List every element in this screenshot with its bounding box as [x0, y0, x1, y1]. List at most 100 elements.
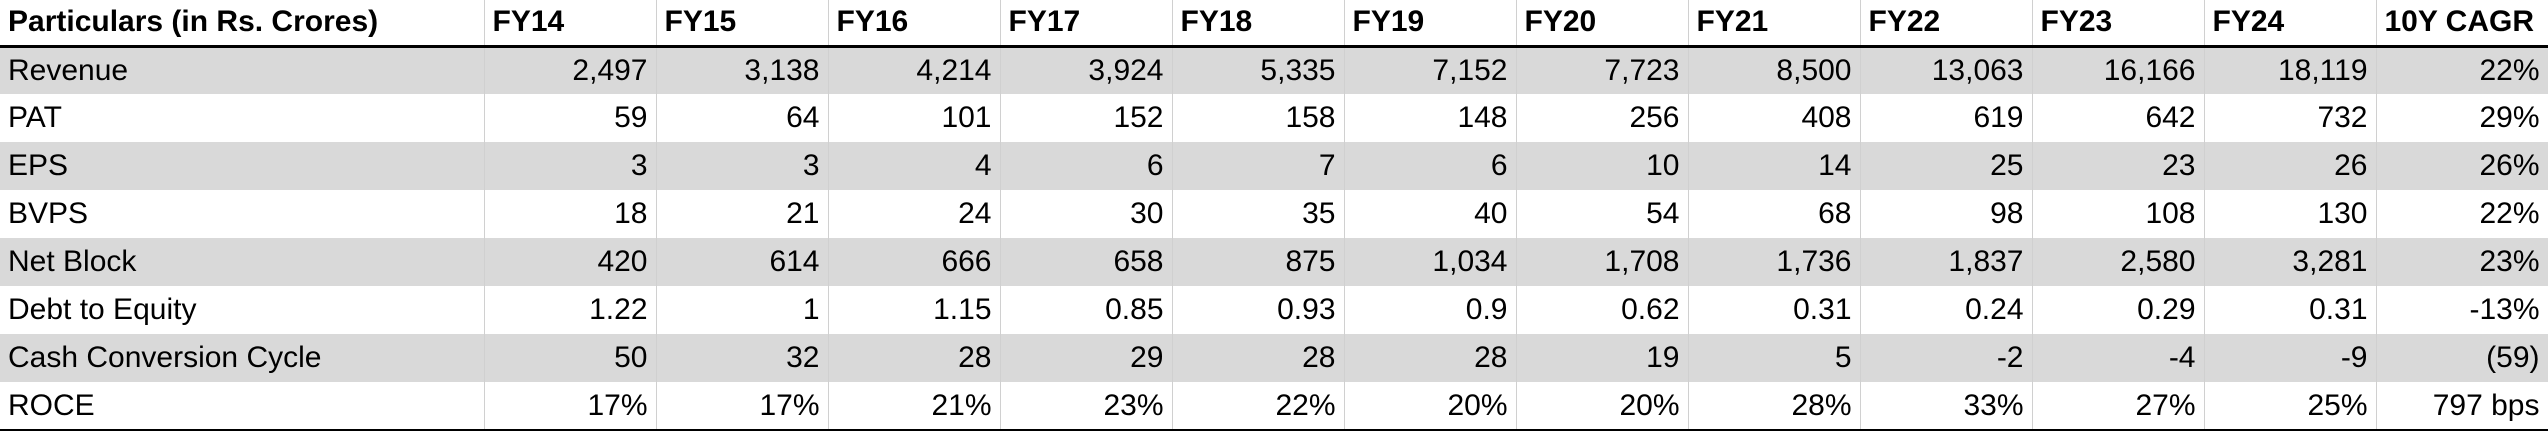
header-cell: FY23 [2032, 0, 2205, 48]
cell: -2 [1860, 334, 2033, 382]
header-row: Particulars (in Rs. Crores) FY14 FY15 FY16 F… [0, 0, 2548, 48]
cell: 4 [828, 142, 1001, 190]
cell: 30 [1000, 190, 1173, 238]
cell: 21% [828, 382, 1001, 431]
cell: 14 [1688, 142, 1861, 190]
cell: 23% [2376, 238, 2548, 286]
cell: 658 [1000, 238, 1173, 286]
cell: 17% [484, 382, 657, 431]
table-row: Revenue 2,497 3,138 4,214 3,924 5,335 7,152 7,7… [0, 46, 2548, 94]
cell: 158 [1172, 94, 1345, 142]
header-cell: FY15 [656, 0, 829, 48]
cell: 20% [1516, 382, 1689, 431]
cell: 797 bps [2376, 382, 2548, 431]
cell: -4 [2032, 334, 2205, 382]
header-cell: FY14 [484, 0, 657, 48]
cell: 32 [656, 334, 829, 382]
cell: 3,924 [1000, 46, 1173, 94]
header-cell: FY24 [2204, 0, 2377, 48]
cell: 5 [1688, 334, 1861, 382]
cell: 98 [1860, 190, 2033, 238]
row-label: BVPS [0, 190, 485, 238]
cell: 10 [1516, 142, 1689, 190]
cell: 54 [1516, 190, 1689, 238]
table-row: EPS 3 3 4 6 7 6 10 14 25 23 26 26% [0, 142, 2548, 190]
cell: 0.62 [1516, 286, 1689, 334]
table-body: Revenue 2,497 3,138 4,214 3,924 5,335 7,152 7,7… [0, 46, 2548, 431]
cell: 3 [484, 142, 657, 190]
cell: 1,736 [1688, 238, 1861, 286]
row-label: Debt to Equity [0, 286, 485, 334]
cell: 19 [1516, 334, 1689, 382]
header-cell: 10Y CAGR [2376, 0, 2548, 48]
cell: 0.93 [1172, 286, 1345, 334]
cell: 0.85 [1000, 286, 1173, 334]
row-label: Cash Conversion Cycle [0, 334, 485, 382]
cell: 1,837 [1860, 238, 2033, 286]
cell: 2,497 [484, 46, 657, 94]
header-cell: Particulars (in Rs. Crores) [0, 0, 485, 48]
cell: 26% [2376, 142, 2548, 190]
cell: 875 [1172, 238, 1345, 286]
cell: 18 [484, 190, 657, 238]
header-cell: FY16 [828, 0, 1001, 48]
cell: 1.22 [484, 286, 657, 334]
cell: 108 [2032, 190, 2205, 238]
cell: 3 [656, 142, 829, 190]
cell: 59 [484, 94, 657, 142]
cell: 0.31 [1688, 286, 1861, 334]
cell: 0.31 [2204, 286, 2377, 334]
cell: 732 [2204, 94, 2377, 142]
cell: 28 [1172, 334, 1345, 382]
cell: 1,034 [1344, 238, 1517, 286]
row-label: Net Block [0, 238, 485, 286]
cell: 101 [828, 94, 1001, 142]
cell: 17% [656, 382, 829, 431]
cell: 148 [1344, 94, 1517, 142]
cell: 2,580 [2032, 238, 2205, 286]
cell: 22% [1172, 382, 1345, 431]
table-row: PAT 59 64 101 152 158 148 256 408 619 642 732 29% [0, 94, 2548, 142]
cell: 23 [2032, 142, 2205, 190]
header-cell: FY18 [1172, 0, 1345, 48]
cell: 22% [2376, 46, 2548, 94]
cell: 5,335 [1172, 46, 1345, 94]
header-cell: FY20 [1516, 0, 1689, 48]
row-label: PAT [0, 94, 485, 142]
cell: 40 [1344, 190, 1517, 238]
cell: 8,500 [1688, 46, 1861, 94]
cell: 408 [1688, 94, 1861, 142]
cell: 29 [1000, 334, 1173, 382]
cell: 28% [1688, 382, 1861, 431]
header-cell: FY17 [1000, 0, 1173, 48]
cell: 33% [1860, 382, 2033, 431]
table-row: Cash Conversion Cycle 50 32 28 29 28 28 19 5 -2 -4… [0, 334, 2548, 382]
cell: 35 [1172, 190, 1345, 238]
cell: 420 [484, 238, 657, 286]
cell: 29% [2376, 94, 2548, 142]
cell: 21 [656, 190, 829, 238]
cell: 7 [1172, 142, 1345, 190]
cell: 0.24 [1860, 286, 2033, 334]
cell: (59) [2376, 334, 2548, 382]
cell: 50 [484, 334, 657, 382]
cell: 666 [828, 238, 1001, 286]
cell: 4,214 [828, 46, 1001, 94]
row-label: Revenue [0, 46, 485, 94]
cell: 0.9 [1344, 286, 1517, 334]
cell: 64 [656, 94, 829, 142]
cell: 1.15 [828, 286, 1001, 334]
cell: 27% [2032, 382, 2205, 431]
cell: -9 [2204, 334, 2377, 382]
cell: 16,166 [2032, 46, 2205, 94]
cell: 7,723 [1516, 46, 1689, 94]
cell: 25 [1860, 142, 2033, 190]
cell: 642 [2032, 94, 2205, 142]
cell: 24 [828, 190, 1001, 238]
cell: 0.29 [2032, 286, 2205, 334]
cell: -13% [2376, 286, 2548, 334]
cell: 25% [2204, 382, 2377, 431]
cell: 13,063 [1860, 46, 2033, 94]
